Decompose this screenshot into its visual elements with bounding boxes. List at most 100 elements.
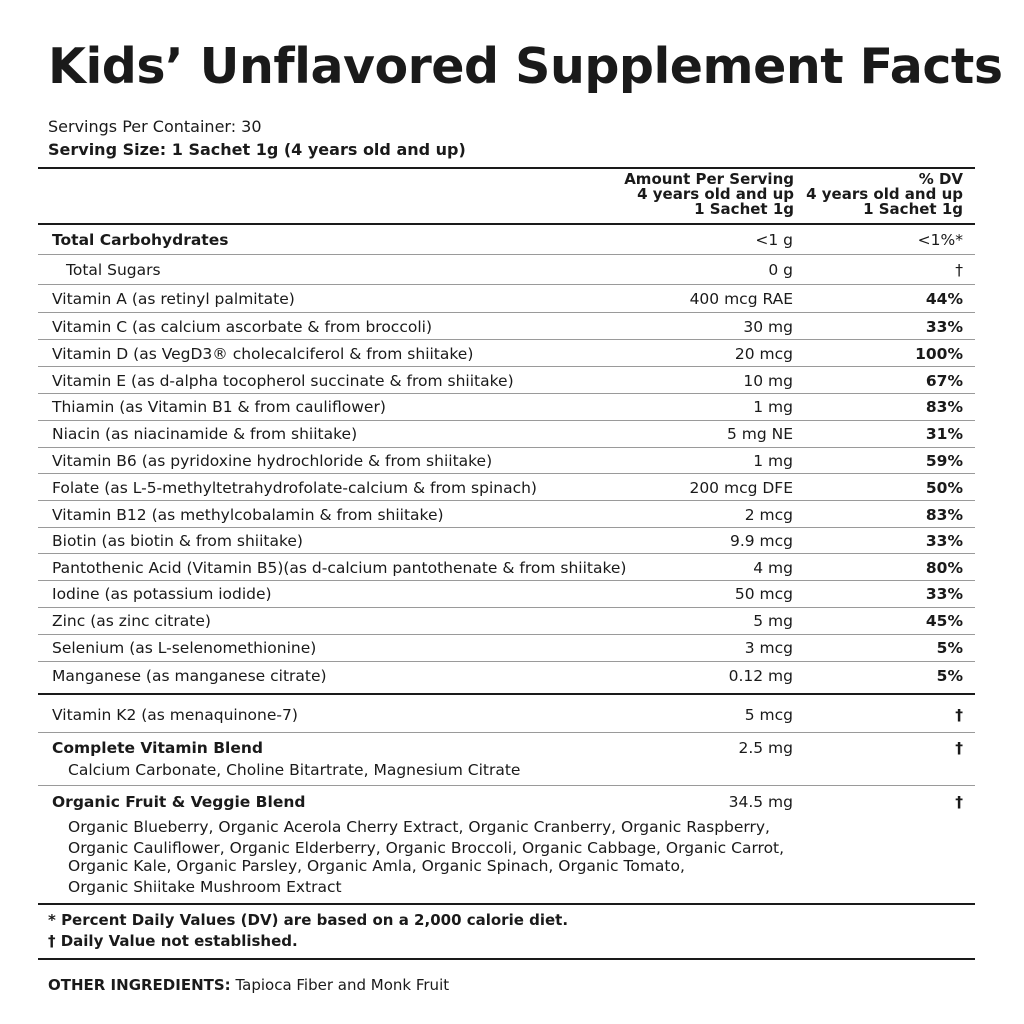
nutrient-dv: 33% [925, 585, 963, 603]
nutrient-amount: 400 mcg RAE [689, 290, 793, 308]
nutrient-amount: 1 mg [753, 452, 793, 470]
amount-header-line: 1 Sachet 1g [694, 200, 794, 218]
blend-ingredients-line: Organic Kale, Organic Parsley, Organic A… [68, 857, 685, 875]
footer-divider [38, 903, 975, 905]
nutrient-name: Pantothenic Acid (Vitamin B5)(as d-calci… [52, 559, 627, 577]
blend-dv: † [955, 793, 963, 811]
nutrient-name: Vitamin A (as retinyl palmitate) [52, 290, 295, 308]
nutrient-name: Iodine (as potassium iodide) [52, 585, 272, 603]
nutrient-dv: † [955, 706, 963, 724]
nutrient-amount: 0 g [768, 261, 793, 279]
row-divider [38, 785, 975, 786]
top-divider [38, 167, 975, 169]
nutrient-name: Total Carbohydrates [52, 231, 229, 249]
nutrient-name: Vitamin B6 (as pyridoxine hydrochloride … [52, 452, 493, 470]
row-divider [38, 254, 975, 255]
amount-header-line: Amount Per Serving [624, 170, 794, 188]
nutrient-dv: 33% [925, 318, 963, 336]
nutrient-dv: 45% [925, 612, 963, 630]
nutrient-amount: 5 mg [753, 612, 793, 630]
nutrient-name: Biotin (as biotin & from shiitake) [52, 532, 303, 550]
nutrient-dv: <1%* [917, 231, 963, 249]
other-ingredients-text: Tapioca Fiber and Monk Fruit [235, 976, 450, 994]
dv-header-line: 4 years old and up [806, 185, 963, 203]
nutrient-dv: † [955, 261, 963, 279]
nutrient-dv: 33% [925, 532, 963, 550]
nutrient-amount: 0.12 mg [728, 667, 793, 685]
blend-ingredients-line: Organic Blueberry, Organic Acerola Cherr… [68, 818, 770, 836]
row-divider [38, 732, 975, 733]
nutrient-name: Folate (as L-5-methyltetrahydrofolate-ca… [52, 479, 537, 497]
nutrient-amount: 5 mcg [744, 706, 793, 724]
row-divider [38, 420, 975, 421]
bottom-divider [38, 958, 975, 960]
row-divider [38, 284, 975, 285]
nutrient-dv: 100% [915, 345, 963, 363]
other-ingredients: OTHER INGREDIENTS: Tapioca Fiber and Mon… [48, 976, 449, 994]
row-divider [38, 312, 975, 313]
row-divider [38, 661, 975, 662]
nutrient-amount: 20 mcg [734, 345, 793, 363]
row-divider [38, 500, 975, 501]
nutrient-dv: 50% [925, 479, 963, 497]
nutrient-dv: 83% [925, 398, 963, 416]
nutrient-name: Manganese (as manganese citrate) [52, 667, 327, 685]
nutrient-amount: 1 mg [753, 398, 793, 416]
row-divider [38, 634, 975, 635]
blend-amount: 34.5 mg [728, 793, 793, 811]
nutrient-dv: 83% [925, 506, 963, 524]
dv-column-header: % DV 4 years old and up 1 Sachet 1g [806, 172, 963, 217]
nutrient-amount: 4 mg [753, 559, 793, 577]
nutrient-dv: 31% [925, 425, 963, 443]
nutrient-amount: 9.9 mcg [729, 532, 793, 550]
row-divider [38, 607, 975, 608]
nutrient-dv: 80% [925, 559, 963, 577]
nutrient-amount: 200 mcg DFE [689, 479, 793, 497]
nutrient-name: Niacin (as niacinamide & from shiitake) [52, 425, 358, 443]
nutrient-amount: 50 mcg [734, 585, 793, 603]
servings-per-container: Servings Per Container: 30 [48, 117, 262, 136]
nutrient-dv: 44% [925, 290, 963, 308]
nutrient-name: Total Sugars [66, 261, 161, 279]
serving-size: Serving Size: 1 Sachet 1g (4 years old a… [48, 140, 466, 159]
nutrient-name: Vitamin K2 (as menaquinone-7) [52, 706, 298, 724]
nutrient-name: Vitamin B12 (as methylcobalamin & from s… [52, 506, 444, 524]
nutrient-amount: 5 mg NE [726, 425, 793, 443]
section-divider [38, 693, 975, 695]
dv-header-line: 1 Sachet 1g [863, 200, 963, 218]
amount-column-header: Amount Per Serving 4 years old and up 1 … [624, 172, 794, 217]
page-title: Kids’ Unflavored Supplement Facts [48, 38, 1003, 95]
nutrient-name: Zinc (as zinc citrate) [52, 612, 211, 630]
nutrient-amount: 2 mcg [744, 506, 793, 524]
nutrient-amount: <1 g [755, 231, 793, 249]
nutrient-name: Thiamin (as Vitamin B1 & from cauliflowe… [52, 398, 386, 416]
nutrient-name: Vitamin D (as VegD3® cholecalciferol & f… [52, 345, 474, 363]
nutrient-name: Vitamin E (as d-alpha tocopherol succina… [52, 372, 514, 390]
blend-ingredients-line: Organic Cauliflower, Organic Elderberry,… [68, 839, 785, 857]
row-divider [38, 366, 975, 367]
dv-header-line: % DV [918, 170, 963, 188]
row-divider [38, 473, 975, 474]
nutrient-dv: 5% [936, 639, 963, 657]
blend-name: Complete Vitamin Blend [52, 739, 263, 757]
blend-ingredients-line: Organic Shiitake Mushroom Extract [68, 878, 342, 896]
nutrient-dv: 67% [925, 372, 963, 390]
nutrient-amount: 10 mg [743, 372, 793, 390]
blend-ingredients: Calcium Carbonate, Choline Bitartrate, M… [68, 761, 521, 779]
row-divider [38, 527, 975, 528]
nutrient-amount: 3 mcg [744, 639, 793, 657]
blend-name: Organic Fruit & Veggie Blend [52, 793, 306, 811]
blend-amount: 2.5 mg [738, 739, 793, 757]
row-divider [38, 339, 975, 340]
header-divider [38, 223, 975, 225]
blend-dv: † [955, 739, 963, 757]
nutrient-name: Selenium (as L-selenomethionine) [52, 639, 317, 657]
row-divider [38, 447, 975, 448]
row-divider [38, 580, 975, 581]
row-divider [38, 553, 975, 554]
footnote-dv: * Percent Daily Values (DV) are based on… [48, 911, 569, 929]
row-divider [38, 393, 975, 394]
nutrient-dv: 59% [925, 452, 963, 470]
nutrient-name: Vitamin C (as calcium ascorbate & from b… [52, 318, 432, 336]
other-ingredients-label: OTHER INGREDIENTS: [48, 976, 231, 994]
